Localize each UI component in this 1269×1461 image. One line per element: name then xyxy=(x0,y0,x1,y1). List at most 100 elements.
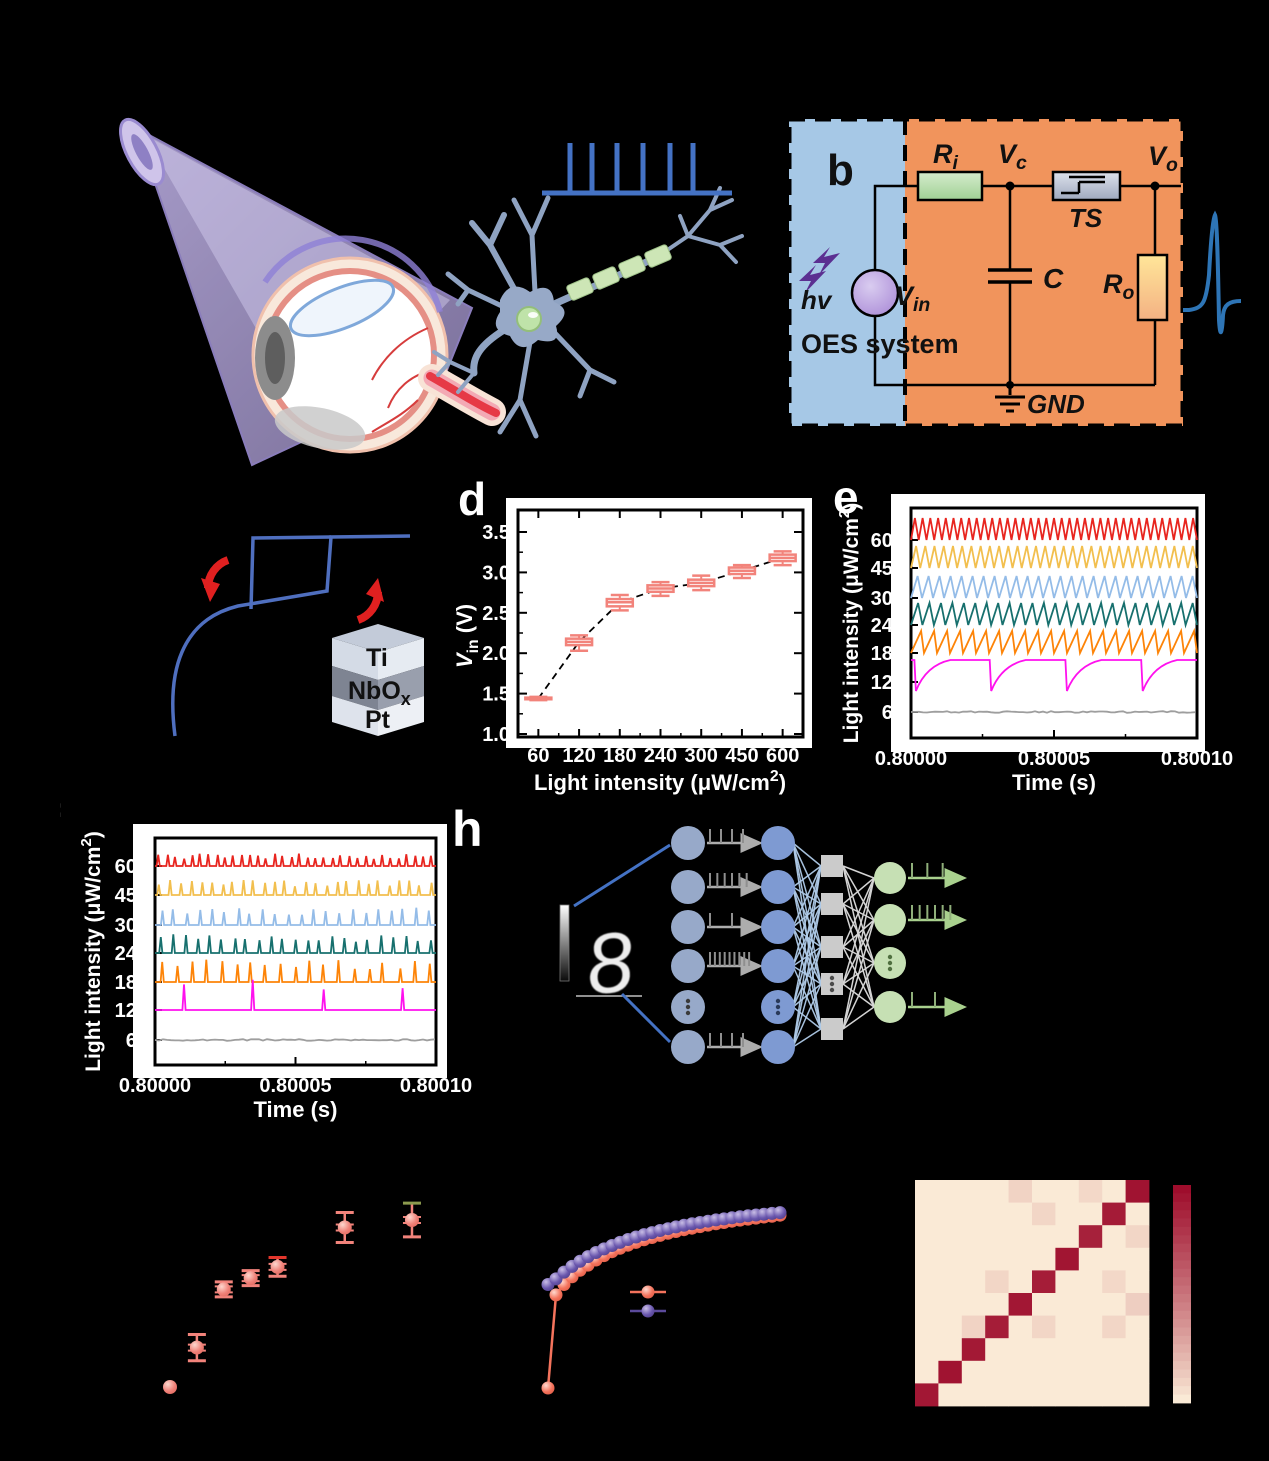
axis-label: Light intensity (μW/cm2) xyxy=(534,768,786,795)
chart-text: 1.5 xyxy=(482,684,510,706)
cell-r2c1 xyxy=(938,1225,963,1249)
chart-text: 1.0 xyxy=(482,724,510,746)
hidden-unit xyxy=(821,893,843,915)
connection xyxy=(842,865,875,921)
input-neuron xyxy=(671,1030,705,1064)
hidden-neuron xyxy=(761,826,795,860)
output-neuron xyxy=(874,904,906,936)
cell-r0c5 xyxy=(1032,1180,1056,1203)
connection xyxy=(842,919,875,1030)
colorbar-slice xyxy=(1173,1302,1191,1312)
plot-area xyxy=(506,498,812,748)
chart-text: 0.80005 xyxy=(259,1075,331,1097)
cell-r1c2 xyxy=(961,1202,986,1226)
cell-r7c4 xyxy=(1008,1338,1033,1362)
panel-e-oscillations: 600 450 300 240 180 120 60 0.80000 0.80005 0.8001… xyxy=(836,494,1233,795)
cell-r8c7 xyxy=(1078,1360,1103,1384)
cell-r6c0 xyxy=(915,1315,939,1339)
grayscale-bar xyxy=(559,904,570,982)
mnist-digit: 8 xyxy=(582,914,639,1012)
connection xyxy=(792,946,822,1048)
chart-text: 180 xyxy=(871,643,904,665)
cell-r1c5 xyxy=(1032,1202,1056,1226)
panel-i-scatter xyxy=(163,1201,421,1394)
cell-r2c3 xyxy=(985,1225,1009,1249)
panel-d-boxplot: 1.0 1.5 2.0 2.5 3.0 3.5 60 120 180 240 300 450 600 Vi… xyxy=(452,498,812,795)
cell-r9c4 xyxy=(1008,1383,1033,1407)
cell-r4c3 xyxy=(985,1270,1009,1294)
cell-r9c3 xyxy=(985,1383,1009,1407)
iv-curve-return xyxy=(249,535,332,610)
point-series_b xyxy=(773,1206,787,1220)
data-point xyxy=(270,1259,285,1274)
nucleus xyxy=(516,306,542,332)
cell-r9c8 xyxy=(1102,1383,1126,1407)
axis-label: Light intensity (μW/cm2) xyxy=(836,503,863,744)
point-series_a xyxy=(541,1381,555,1395)
trace-450 xyxy=(155,880,436,896)
gnd-label: GND xyxy=(1027,389,1085,419)
panel-c-iv: Ti NbOx Pt xyxy=(171,534,424,737)
cell-r4c4 xyxy=(1008,1270,1033,1294)
ellipsis-dots xyxy=(829,987,835,993)
cell-r1c4 xyxy=(1008,1202,1033,1226)
axis-label: Vin (V) xyxy=(452,604,482,668)
ellipsis-dots xyxy=(887,960,893,966)
optic-nerve-core xyxy=(426,372,500,417)
trace-300 xyxy=(155,907,436,926)
connection xyxy=(842,865,875,879)
colorbar-slice xyxy=(1173,1294,1191,1303)
input-spike-train xyxy=(542,143,732,196)
chart-text: 3.5 xyxy=(482,522,510,544)
ellipsis-dots xyxy=(887,954,893,960)
connection xyxy=(842,877,875,905)
connection xyxy=(842,877,875,985)
ts-label: TS xyxy=(1069,203,1103,233)
cell-r4c6 xyxy=(1055,1270,1080,1294)
cell-r9c0 xyxy=(915,1383,939,1407)
cell-r9c6 xyxy=(1055,1383,1080,1407)
panel-label-b: b xyxy=(827,146,854,195)
cell-r9c9 xyxy=(1125,1383,1150,1407)
cell-r3c4 xyxy=(1008,1247,1033,1271)
point-series_a xyxy=(549,1288,563,1302)
cell-r1c1 xyxy=(938,1202,963,1226)
cell-r6c3 xyxy=(985,1315,1009,1339)
cell-r8c4 xyxy=(1008,1360,1033,1384)
chart-text: 2.5 xyxy=(482,603,510,625)
cell-r0c3 xyxy=(985,1180,1009,1203)
circuit-region xyxy=(905,119,1183,426)
data-point xyxy=(189,1340,204,1355)
cell-r8c0 xyxy=(915,1360,939,1384)
connection xyxy=(842,865,875,1008)
cell-r3c3 xyxy=(985,1247,1009,1271)
chart-text: 450 xyxy=(725,745,758,767)
cell-r9c7 xyxy=(1078,1383,1103,1407)
cell-r3c2 xyxy=(961,1247,986,1271)
trace-60 xyxy=(154,1038,436,1042)
ellipsis-dots xyxy=(829,981,835,987)
lens-core xyxy=(131,134,153,170)
legend-marker xyxy=(641,1285,655,1299)
myelin-sheaths xyxy=(566,244,672,301)
hysteresis-arrows xyxy=(201,556,384,624)
chart-text: 0.80000 xyxy=(875,748,947,770)
wires xyxy=(873,184,1181,413)
chart-text: 120 xyxy=(115,1000,148,1022)
colorbar-slice xyxy=(1173,1361,1191,1370)
cell-r4c7 xyxy=(1078,1270,1103,1294)
chart-text: 450 xyxy=(115,885,148,907)
connection xyxy=(792,1028,822,1048)
colorbar-slice xyxy=(1173,1268,1191,1278)
chart-text: 300 xyxy=(685,745,718,767)
hidden-unit xyxy=(821,1018,843,1040)
ellipsis-dots xyxy=(887,966,893,972)
cell-r0c7 xyxy=(1078,1180,1103,1203)
hidden-neuron xyxy=(761,870,795,904)
colorbar-slice xyxy=(1173,1352,1191,1362)
input-neuron xyxy=(671,949,705,983)
connection xyxy=(792,865,822,967)
cell-r5c1 xyxy=(938,1293,963,1316)
ellipsis-dots xyxy=(775,998,781,1004)
